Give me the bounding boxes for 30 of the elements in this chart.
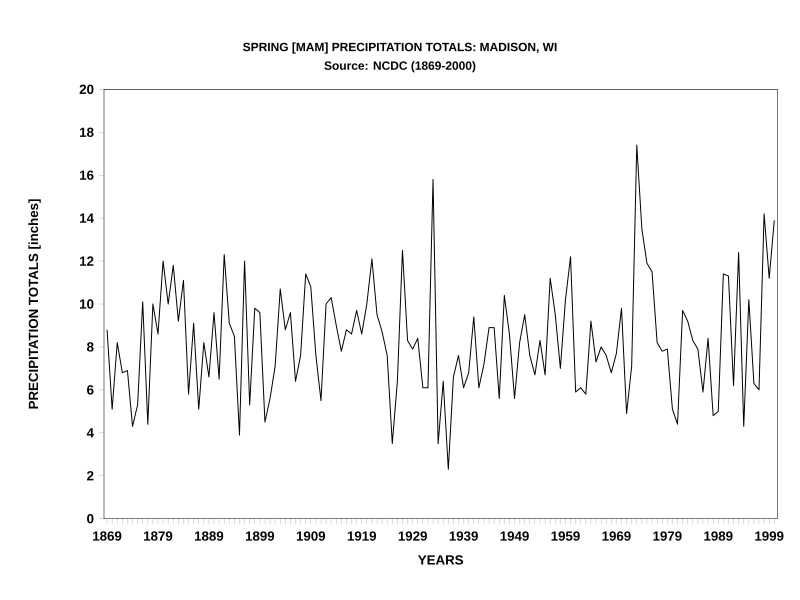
y-tick-label: 0 [87, 514, 94, 524]
x-tick-label: 1959 [552, 531, 580, 541]
x-tick-label: 1909 [296, 531, 326, 541]
x-tick-label: 1949 [500, 531, 529, 541]
x-tick-label: 1979 [653, 531, 682, 541]
chart-title: SPRING [MAM] PRECIPITATION TOTALS: MADISON, WI [243, 42, 556, 54]
x-tick-label: 1889 [194, 531, 224, 541]
x-axis-title: YEARS [418, 555, 464, 565]
y-tick-label: 10 [80, 299, 94, 309]
x-tick-label: 1919 [348, 531, 376, 541]
x-tick-label: 1939 [450, 531, 478, 541]
y-tick-label: 6 [87, 385, 94, 395]
y-tick-label: 2 [87, 471, 94, 480]
y-tick-label: 20 [80, 84, 94, 94]
y-tick-label: 18 [80, 128, 94, 137]
x-tick-label: 1969 [602, 531, 631, 541]
line-series [106, 144, 775, 470]
x-tick-label: 1899 [246, 531, 274, 541]
y-tick-label: 16 [80, 170, 94, 180]
y-tick-label: 12 [80, 256, 94, 266]
chart-subtitle: Source: NCDC (1869-2000) [324, 61, 476, 72]
y-tick-label: 4 [86, 428, 94, 438]
x-tick-label: 1929 [398, 531, 427, 541]
x-tick-label: 1869 [93, 531, 122, 541]
x-tick-label: 1989 [704, 531, 733, 541]
y-tick-label: 14 [80, 214, 94, 223]
x-tick-label: 1999 [755, 531, 784, 541]
x-tick-label: 1879 [144, 531, 172, 541]
y-tick-label: 8 [87, 342, 94, 352]
y-axis-title: PRECIPITATION TOTALS [inches] [28, 199, 41, 409]
